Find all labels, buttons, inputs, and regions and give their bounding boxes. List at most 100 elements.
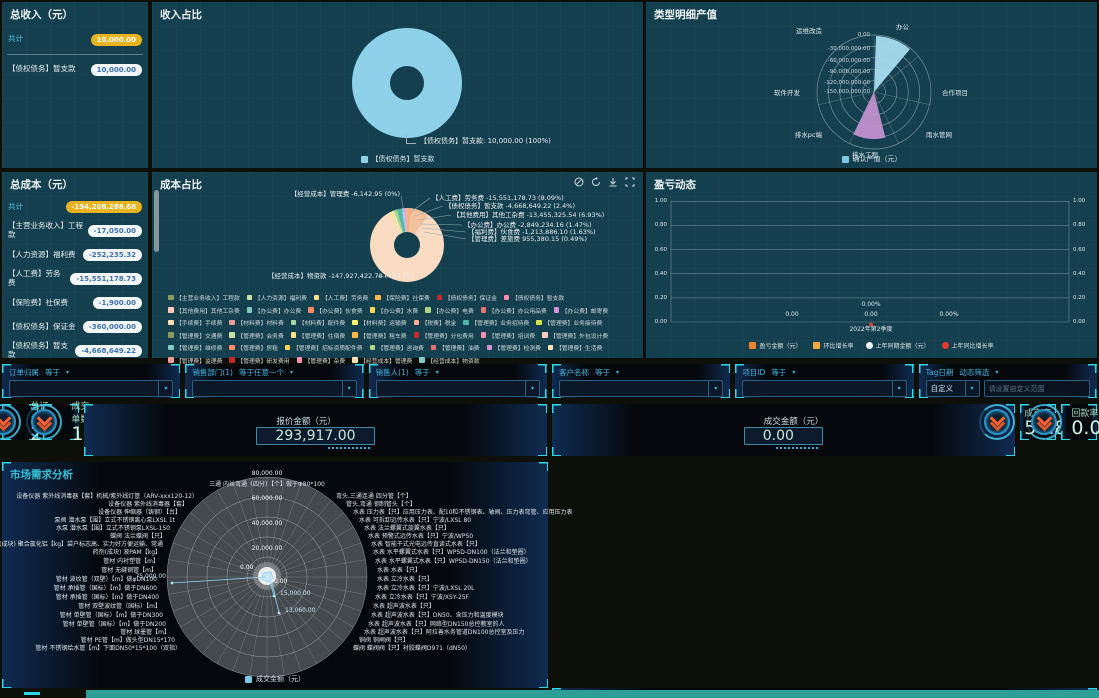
legend-label: 【管理费】检测费 [494,346,541,352]
axis-label: 设备仪器 伸缩器（铸钢）【台】 [98,509,181,516]
cost-donut-chart[interactable] [370,208,444,282]
cost-list: 共计 -194,208,288.68 【主营业务收入】工程款 -17,050.0… [2,195,148,387]
legend-item[interactable]: 【管理费】分包费用 [413,331,474,340]
legend-item[interactable]: 【材料费】材料费 [229,318,284,327]
legend-item[interactable]: 【管理费】交通费 [168,331,222,340]
filter-select[interactable]: ▾ [9,380,174,397]
filter-select[interactable]: ▾ [742,380,907,397]
filter-controls: ▾ [9,380,174,397]
chevron-down-icon[interactable]: ▾ [792,369,796,376]
legend-label: 【管理费】房租 [237,346,278,352]
legend-label: 【债权债务】保证金 [444,296,497,302]
legend-item[interactable]: 【办公费】水费 [369,306,418,315]
category-label: 软件开发 [774,89,800,97]
legend-item[interactable]: 【管理费】研发费用 [229,356,290,365]
legend-item[interactable]: 【管理费】监理费 [168,356,222,365]
chart-label: 0.60 [654,247,667,253]
income-donut-chart[interactable] [352,28,462,138]
filter: 销售部门(1) 等于任意一个 ▾ ▾ [185,364,363,398]
chart-legend[interactable]: 成交金额（元） [2,674,548,684]
filter-field-label: Tag日期 [925,368,954,377]
chevron-down-icon[interactable]: ▾ [891,381,906,396]
legend-item[interactable]: 【管理费】检测费 [486,343,541,352]
filter-select[interactable]: ▾ [192,380,357,397]
polar-chart[interactable] [646,2,1097,168]
legend-item[interactable]: 【办公费】办公用品费 [480,306,547,315]
legend-item[interactable]: 【主营业务收入】工程款 [168,293,240,302]
legend-item[interactable]: 【办公费】伙食费 [308,306,363,315]
legend-label: 成交金额（元） [256,675,305,683]
kpi-label: 回款率 [1071,408,1099,419]
filter-select[interactable]: 自定义 ▾ [925,380,980,397]
axis-label: 管材 PE管【m】做头型DN15*170 [80,637,175,644]
legend-item[interactable]: 【管理费】会务费 [229,331,284,340]
legend-label: 上年同期金额（元） [875,343,930,350]
legend-item[interactable]: 【管理费】培训费 [480,331,535,340]
legend-item[interactable]: 【人力资源】福利费 [246,293,307,302]
legend-item[interactable]: 【管理费】租车费 [352,331,407,340]
legend-item[interactable]: 上年同期金额（元） [865,341,930,350]
legend-item[interactable]: 【管理费】业务接待费 [536,318,602,327]
legend-item[interactable]: 【管理费】维修费 [168,343,222,352]
chevron-down-icon[interactable]: ▾ [964,381,979,396]
legend-item[interactable]: 【管理费】招标资质配件费 [284,343,363,352]
legend-item[interactable]: 【办公费】电费 [425,306,474,315]
filter-controls: ▾ [558,380,724,397]
chart-legend[interactable]: 确认产值（元） [646,154,1097,164]
radar-chart[interactable] [2,462,548,688]
restore-icon[interactable] [574,177,584,187]
legend-item[interactable]: 【经营成本】管理费 [352,356,412,365]
chevron-down-icon[interactable]: ▾ [708,381,722,396]
legend-item[interactable]: 【手续费】手续费 [168,318,222,327]
filter-select[interactable]: ▾ [375,380,540,397]
chevron-down-icon[interactable]: ▾ [524,381,539,396]
chart-legend: 【主营业务收入】工程款 【人力资源】福利费 【人工费】劳务费 【保险费】社保费 [168,293,637,365]
chevron-down-icon[interactable]: ▾ [995,369,999,376]
legend-item[interactable]: 【其他费用】其他工杂费 [168,306,240,315]
scrollbar-thumb[interactable] [154,190,159,252]
refresh-icon[interactable] [591,177,601,187]
chart-legend[interactable]: 【债权债务】暂支款 [152,154,643,164]
category-label: 排水pc端 [794,131,822,139]
legend-item[interactable]: 【管理费】生活费 [547,343,602,352]
legend-marker [168,307,174,313]
legend-item[interactable]: 【管理费】杂费 [296,356,345,365]
legend-item[interactable]: 【管理费】外包设计费 [542,331,608,340]
legend-item[interactable]: 【材料费】运输费 [352,318,407,327]
legend-item[interactable]: 【办公费】办公费 [246,306,301,315]
legend-marker [290,332,297,338]
panel-title: 类型明细产值 [654,9,717,21]
callout-line [406,135,416,144]
profit-chart[interactable] [646,172,1097,358]
chevron-down-icon[interactable]: ▾ [435,369,439,376]
chevron-down-icon[interactable]: ▾ [66,369,70,376]
chevron-down-icon[interactable]: ▾ [615,369,619,376]
legend-item[interactable]: 【税费】税金 [413,318,456,327]
legend-item[interactable]: 上年同比增长率 [941,341,994,350]
legend-item[interactable]: 【管理费】业务招待费 [463,318,529,327]
filter-select[interactable]: ▾ [558,380,724,397]
download-icon[interactable] [608,177,618,187]
legend-label: 【办公费】电费 [433,308,474,315]
chevron-down-icon[interactable]: ▾ [289,369,293,376]
legend-item[interactable]: 【管理费】房租 [229,343,278,352]
legend-item[interactable]: 盈亏金额（元） [749,341,801,350]
legend-item[interactable]: 【债权债务】保证金 [436,293,497,302]
legend-item[interactable]: 【保险费】社保费 [375,293,430,302]
legend-item[interactable]: 【管理费】住宿费 [290,331,345,340]
axis-tick: -150,000,000.00 [824,89,870,95]
legend-item[interactable]: 【办公费】邮寄费 [553,306,609,315]
legend-item[interactable]: 环比增长率 [813,341,854,350]
filter-custom-input[interactable] [983,380,1090,397]
chevron-down-icon[interactable]: ▾ [341,381,356,396]
legend-label: 【办公费】邮寄费 [561,308,609,315]
legend-item[interactable]: 【人工费】劳务费 [313,293,368,302]
chevron-down-icon[interactable]: ▾ [158,381,172,396]
legend-item[interactable]: 【材料费】配件费 [290,318,345,327]
legend-item[interactable]: 【管理费】油费 [430,343,480,352]
legend-item[interactable]: 【管理费】咨询费 [369,343,424,352]
fullscreen-icon[interactable] [625,177,635,187]
legend-item[interactable]: 【经营成本】物资款 [419,356,480,365]
axis-label: 设备仪器 紫外线消毒器【套】机械/紫外线灯管（ARV-xxx120-12） [16,493,198,500]
legend-item[interactable]: 【债权债务】暂支款 [503,293,564,302]
